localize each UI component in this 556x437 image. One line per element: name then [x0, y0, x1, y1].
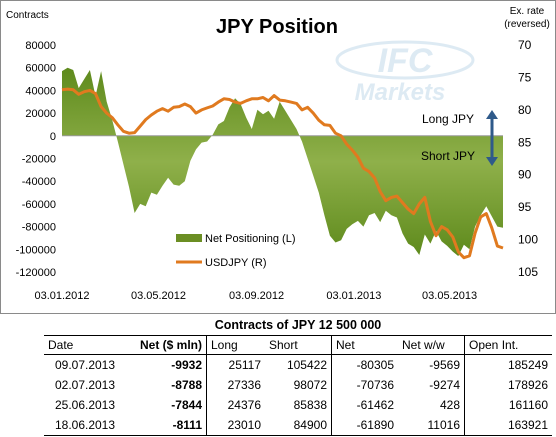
cell-net-mln: -9932 — [171, 358, 202, 372]
long-jpy-label: Long JPY — [422, 112, 474, 126]
cell-short: 85838 — [293, 398, 327, 412]
col-header-short: Short — [265, 335, 332, 355]
watermark-text: IFC — [378, 42, 433, 80]
col-header-net-mln: Net ($ mln) — [126, 335, 207, 355]
x-tick-label: 03.01.2012 — [34, 290, 89, 302]
y-right-tick-label: 105 — [518, 265, 538, 279]
cell-long: 24376 — [206, 395, 265, 415]
cell-date: 18.06.2013 — [44, 415, 126, 436]
x-tick-label: 03.05.2012 — [131, 290, 186, 302]
legend-swatch-net-positioning — [176, 234, 202, 242]
legend-label-usdjpy: USDJPY (R) — [205, 257, 267, 269]
cell-net-mln: -7844 — [171, 398, 202, 412]
table-header-row: Date Net ($ mln) Long Short Net Net w/w … — [44, 335, 552, 355]
y-left-tick-label: -40000 — [22, 176, 56, 188]
cell-long: 27336 — [206, 375, 265, 395]
cell-open-int: 178926 — [464, 375, 552, 395]
cell-date: 02.07.2013 — [54, 378, 116, 392]
cell-open-int: 163921 — [464, 415, 552, 436]
contracts-table: Date Net ($ mln) Long Short Net Net w/w … — [44, 335, 552, 436]
chart-area: IFC Markets 80000 60000 40000 20000 0 -20000 -40… — [0, 0, 556, 314]
cell-net-mln: -8111 — [126, 415, 207, 436]
watermark-text: Markets — [355, 79, 446, 106]
chart-title: JPY Position — [216, 16, 338, 38]
x-tick-label: 03.01.2013 — [326, 290, 381, 302]
col-header-net: Net — [331, 335, 398, 355]
table-row: 25.06.2013 -7844 24376 85838 -61462 428 161160 — [44, 395, 552, 415]
y-right-tick-label: 80 — [518, 103, 532, 117]
col-header-date: Date — [44, 335, 126, 355]
x-tick-label: 03.05.2013 — [422, 290, 477, 302]
cell-net: -70736 — [331, 375, 398, 395]
cell-net: -61462 — [331, 395, 398, 415]
y-right-axis-title: (reversed) — [504, 19, 550, 30]
up-arrow-icon — [486, 110, 498, 119]
contracts-table-section: Contracts of JPY 12 500 000 Date Net ($ … — [44, 316, 552, 436]
net-positioning-area — [62, 67, 503, 257]
y-left-axis-title: Contracts — [6, 10, 49, 21]
col-header-open-int: Open Int. — [464, 335, 552, 355]
y-left-tick-label: 60000 — [25, 63, 56, 75]
cell-short: 84900 — [265, 415, 332, 436]
cell-net-ww: -9274 — [429, 378, 460, 392]
table-row: 09.07.2013 -9932 25117 105422 -80305 -9569 185… — [44, 354, 552, 375]
table-row: 02.07.2013 -8788 27336 98072 -70736 -9274 1789… — [44, 375, 552, 395]
table-title: Contracts of JPY 12 500 000 — [214, 318, 382, 332]
y-right-tick-label: 75 — [518, 70, 532, 84]
cell-short: 105422 — [286, 358, 327, 372]
y-right-tick-label: 70 — [518, 38, 532, 52]
y-right-tick-label: 95 — [518, 200, 532, 214]
cell-long: 23010 — [206, 415, 265, 436]
usdjpy-line — [61, 87, 504, 260]
cell-net-ww: 428 — [439, 398, 460, 412]
y-left-tick-label: -120000 — [16, 267, 56, 279]
y-left-tick-label: -80000 — [22, 222, 56, 234]
cell-net-ww: 11016 — [398, 415, 465, 436]
y-left-tick-label: -60000 — [22, 199, 56, 211]
y-right-axis-title: Ex. rate — [510, 6, 545, 17]
cell-open-int: 161160 — [464, 395, 552, 415]
col-header-long: Long — [206, 335, 265, 355]
y-right-tick-label: 85 — [518, 135, 532, 149]
cell-short: 98072 — [293, 378, 327, 392]
cell-date: 25.06.2013 — [54, 398, 116, 412]
x-tick-label: 03.09.2012 — [229, 290, 284, 302]
short-jpy-label: Short JPY — [421, 149, 475, 163]
cell-open-int: 185249 — [464, 354, 552, 375]
legend-label-net-positioning: Net Positioning (L) — [205, 233, 296, 245]
cell-net: -61890 — [331, 415, 398, 436]
y-left-tick-label: 40000 — [25, 85, 56, 97]
y-left-tick-label: 20000 — [25, 108, 56, 120]
y-left-tick-label: 80000 — [25, 40, 56, 52]
cell-long: 25117 — [206, 354, 265, 375]
y-right-tick-label: 90 — [518, 168, 532, 182]
cell-date: 09.07.2013 — [54, 358, 116, 372]
cell-net: -80305 — [331, 354, 398, 375]
cell-net-ww: -9569 — [429, 358, 460, 372]
down-arrow-icon — [486, 157, 498, 166]
col-header-net-ww: Net w/w — [398, 335, 465, 355]
y-left-tick-label: 0 — [50, 131, 56, 143]
cell-net-mln: -8788 — [171, 378, 202, 392]
y-left-tick-label: -20000 — [22, 154, 56, 166]
watermark-swoosh — [335, 40, 475, 80]
table-row: 18.06.2013 -8111 23010 84900 -61890 11016 1639… — [44, 415, 552, 436]
y-left-tick-label: -100000 — [16, 244, 56, 256]
y-right-tick-label: 100 — [518, 233, 538, 247]
